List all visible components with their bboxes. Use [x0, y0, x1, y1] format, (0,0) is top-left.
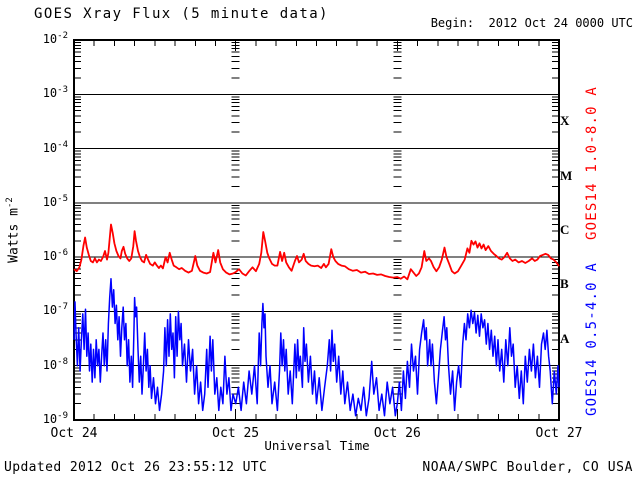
x-tick-label: Oct 25 — [212, 426, 260, 441]
y-axis-title-base: Watts m — [6, 208, 22, 263]
flare-class-label-a: A — [560, 330, 570, 346]
y-tick-label: 10-7 — [42, 302, 68, 318]
flare-class-label-m: M — [560, 167, 573, 183]
x-axis-title: Universal Time — [264, 438, 370, 453]
updated-timestamp: Updated 2012 Oct 26 23:55:12 UTC — [4, 460, 268, 475]
flare-class-label-x: X — [560, 113, 570, 129]
begin-timestamp: Begin: 2012 Oct 24 0000 UTC — [430, 16, 633, 30]
x-tick-label: Oct 26 — [373, 426, 421, 441]
y-axis-title-exponent: -2 — [5, 197, 16, 209]
y-tick-label: 10-8 — [42, 356, 68, 372]
chart-title: GOES Xray Flux (5 minute data) — [34, 6, 329, 22]
series-label-short-channel: GOES14 0.5-4.0 A — [584, 261, 600, 417]
x-tick-label: Oct 24 — [50, 426, 98, 441]
flare-class-label-c: C — [560, 222, 570, 237]
series-long-channel-line — [73, 223, 560, 281]
series-short-channel-line — [73, 277, 560, 417]
x-tick-label: Oct 27 — [535, 426, 583, 441]
source-attribution: NOAA/SWPC Boulder, CO USA — [422, 460, 633, 475]
y-tick-label: 10-4 — [42, 139, 68, 155]
y-tick-label: 10-5 — [42, 193, 68, 209]
flare-class-label-b: B — [560, 276, 569, 292]
y-axis-title: Watts m-2 — [5, 197, 22, 263]
y-tick-label: 10-9 — [42, 411, 68, 426]
y-tick-label: 10-3 — [42, 85, 68, 101]
series-label-long-channel: GOES14 1.0-8.0 A — [584, 85, 600, 241]
y-tick-label: 10-6 — [42, 248, 68, 264]
y-tick-label: 10-2 — [42, 31, 68, 46]
